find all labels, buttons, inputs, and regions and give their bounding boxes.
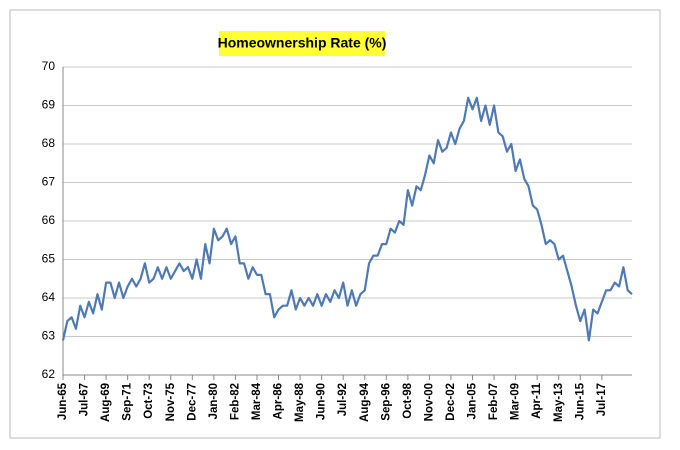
title-highlight [219, 31, 385, 56]
x-tick-label: Dec-02 [445, 383, 457, 421]
x-tick-label: Dec-77 [186, 383, 198, 421]
x-tick-label: Sep-71 [122, 382, 134, 420]
x-tick-label: Feb-07 [488, 383, 500, 420]
x-tick-label: Mar-84 [251, 382, 263, 420]
y-tick-label: 70 [42, 59, 56, 73]
x-tick-label: Oct-73 [143, 383, 155, 419]
x-tick-label: Nov-75 [165, 382, 177, 421]
x-tick-label: Jun-90 [316, 383, 328, 420]
x-tick-label: Jul-17 [596, 383, 608, 416]
line-series [61, 96, 633, 342]
x-tick-label: Jan-80 [208, 383, 220, 419]
x-tick-label: Aug-69 [100, 383, 112, 422]
x-tick-label: Jan-05 [467, 382, 479, 419]
y-tick-label: 69 [42, 98, 56, 112]
y-tick-label: 64 [42, 290, 56, 304]
x-tick-label: Oct-98 [402, 382, 414, 418]
x-tick-label: May-88 [294, 382, 306, 422]
x-tick-label: Mar-09 [510, 383, 522, 420]
y-tick-label: 68 [42, 136, 56, 150]
x-tick-label: Jul-92 [337, 383, 349, 416]
x-tick-label: Apr-11 [531, 382, 543, 418]
x-tick-label: Nov-00 [423, 383, 435, 421]
y-tick-label: 62 [42, 367, 56, 381]
x-tick-label: May-13 [553, 383, 565, 422]
y-tick-label: 66 [42, 213, 56, 227]
x-tick-label: Sep-96 [380, 383, 392, 421]
x-tick-label: Jun-65 [57, 382, 69, 420]
x-tick-label: Jun-15 [574, 382, 586, 420]
x-tick-label: Feb-82 [229, 383, 241, 420]
y-tick-label: 65 [42, 252, 56, 266]
y-tick-label: 67 [42, 175, 56, 189]
chart-frame [9, 9, 661, 439]
x-tick-label: Apr-86 [273, 383, 285, 419]
y-tick-label: 63 [42, 329, 56, 343]
x-tick-label: Aug-94 [359, 382, 371, 422]
x-tick-label: Jul-67 [79, 383, 91, 416]
chart-title: Homeownership Rate (%) [218, 35, 387, 51]
